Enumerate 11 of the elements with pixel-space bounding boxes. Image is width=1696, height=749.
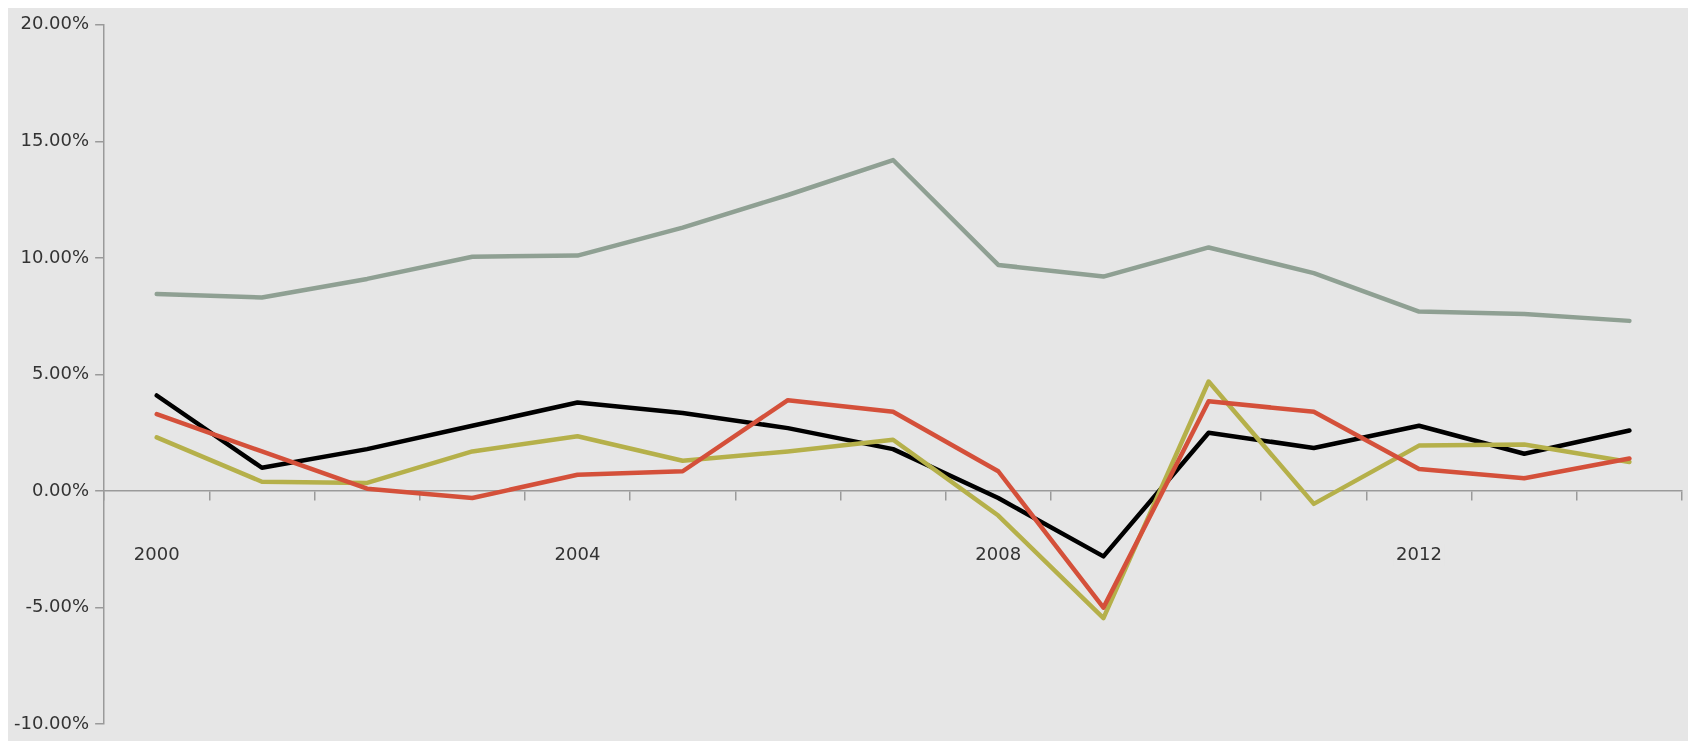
x-tick-label: 2004: [554, 542, 601, 564]
x-tick-label: 2008: [975, 542, 1022, 564]
y-tick-label: 0.00%: [31, 478, 90, 500]
y-tick-label: 5.00%: [31, 362, 90, 384]
y-tick-label: -10.00%: [13, 711, 90, 733]
x-tick-label: 2012: [1396, 542, 1442, 564]
x-tick-label: 2000: [133, 542, 180, 564]
y-tick-label: -5.00%: [25, 595, 90, 617]
y-tick-label: 20.00%: [20, 12, 90, 34]
y-tick-label: 10.00%: [20, 245, 90, 267]
y-tick-label: 15.00%: [20, 129, 90, 151]
